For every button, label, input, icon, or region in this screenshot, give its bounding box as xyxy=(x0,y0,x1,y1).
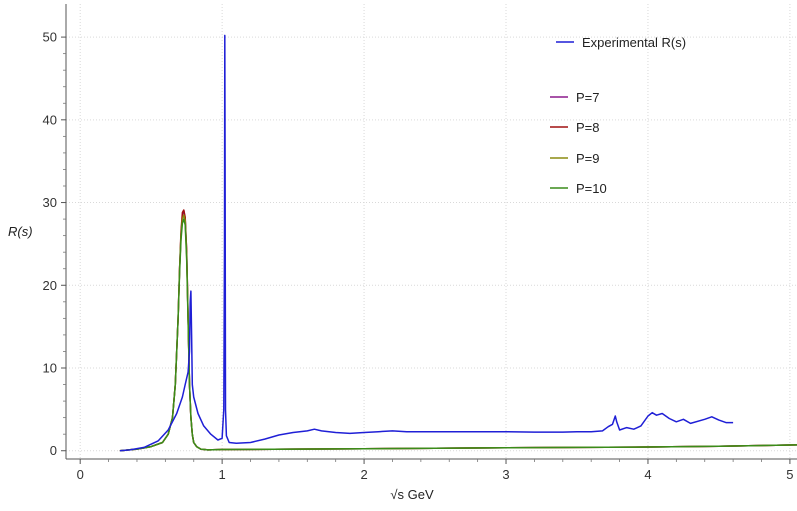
y-tick-label-3: 30 xyxy=(43,195,57,210)
series-layer xyxy=(119,34,797,452)
legend-label-2: P=8 xyxy=(576,120,600,135)
legend: Experimental R(s) P=7 P=8 P=9 P=10 xyxy=(550,35,686,196)
legend-label-0: Experimental R(s) xyxy=(582,35,686,50)
legend-label-1: P=7 xyxy=(576,90,600,105)
x-tick-label-3: 3 xyxy=(502,467,509,482)
grid xyxy=(66,4,797,459)
series-line-0 xyxy=(119,34,734,452)
y-axis-label: R(s) xyxy=(8,224,33,239)
legend-label-4: P=10 xyxy=(576,181,607,196)
x-tick-label-0: 0 xyxy=(77,467,84,482)
axes xyxy=(65,4,797,460)
y-tick-label-5: 50 xyxy=(43,30,57,45)
legend-label-3: P=9 xyxy=(576,151,600,166)
y-tick-label-0: 0 xyxy=(50,443,57,458)
x-tick-label-5: 5 xyxy=(786,467,793,482)
y-tick-label-1: 10 xyxy=(43,361,57,376)
y-tick-label-4: 40 xyxy=(43,112,57,127)
x-tick-label-2: 2 xyxy=(360,467,367,482)
y-tick-label-2: 20 xyxy=(43,278,57,293)
series-line-4 xyxy=(119,218,797,452)
x-axis-label: √s GeV xyxy=(390,487,434,502)
series-line-3 xyxy=(119,214,797,452)
x-tick-label-4: 4 xyxy=(644,467,651,482)
series-line-1 xyxy=(119,210,797,452)
x-tick-label-1: 1 xyxy=(219,467,226,482)
series-line-2 xyxy=(119,209,797,452)
